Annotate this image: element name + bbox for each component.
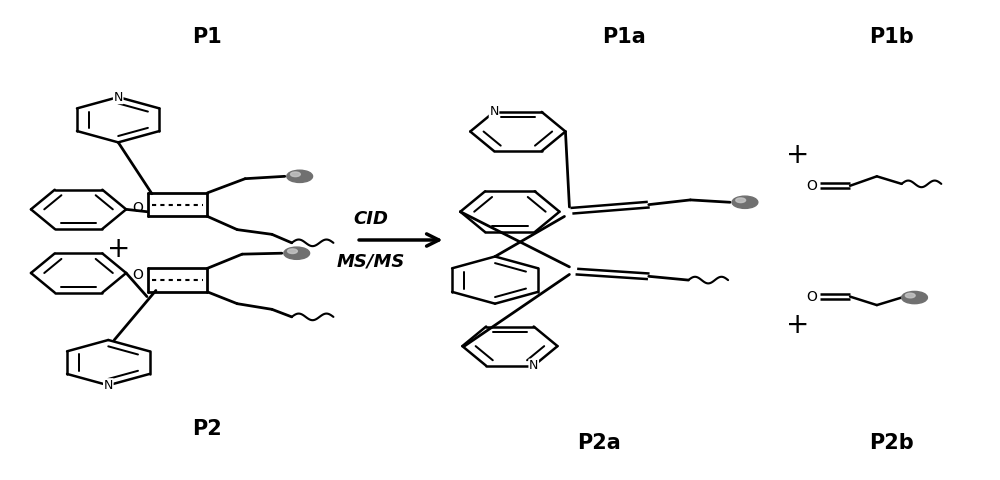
Text: P1: P1 xyxy=(193,27,222,47)
Text: MS/MS: MS/MS xyxy=(337,252,405,270)
Circle shape xyxy=(902,291,927,304)
Text: P2b: P2b xyxy=(869,433,914,453)
Text: P1b: P1b xyxy=(869,27,914,47)
Circle shape xyxy=(288,249,297,253)
Text: P2a: P2a xyxy=(577,433,621,453)
Text: N: N xyxy=(489,106,499,119)
Text: N: N xyxy=(104,379,113,392)
Circle shape xyxy=(732,196,758,208)
Circle shape xyxy=(905,293,915,298)
Text: +: + xyxy=(786,141,809,169)
Circle shape xyxy=(736,198,746,203)
Text: N: N xyxy=(529,359,538,372)
Text: P2: P2 xyxy=(193,419,222,439)
Text: O: O xyxy=(132,268,143,282)
Text: CID: CID xyxy=(354,210,389,228)
Text: P1a: P1a xyxy=(602,27,646,47)
Circle shape xyxy=(287,170,313,182)
Text: +: + xyxy=(786,311,809,339)
Text: O: O xyxy=(806,179,817,193)
Text: O: O xyxy=(806,289,817,304)
Text: N: N xyxy=(114,91,123,104)
Circle shape xyxy=(291,172,300,177)
Text: +: + xyxy=(107,235,130,264)
Circle shape xyxy=(284,247,310,259)
Text: O: O xyxy=(132,202,143,216)
